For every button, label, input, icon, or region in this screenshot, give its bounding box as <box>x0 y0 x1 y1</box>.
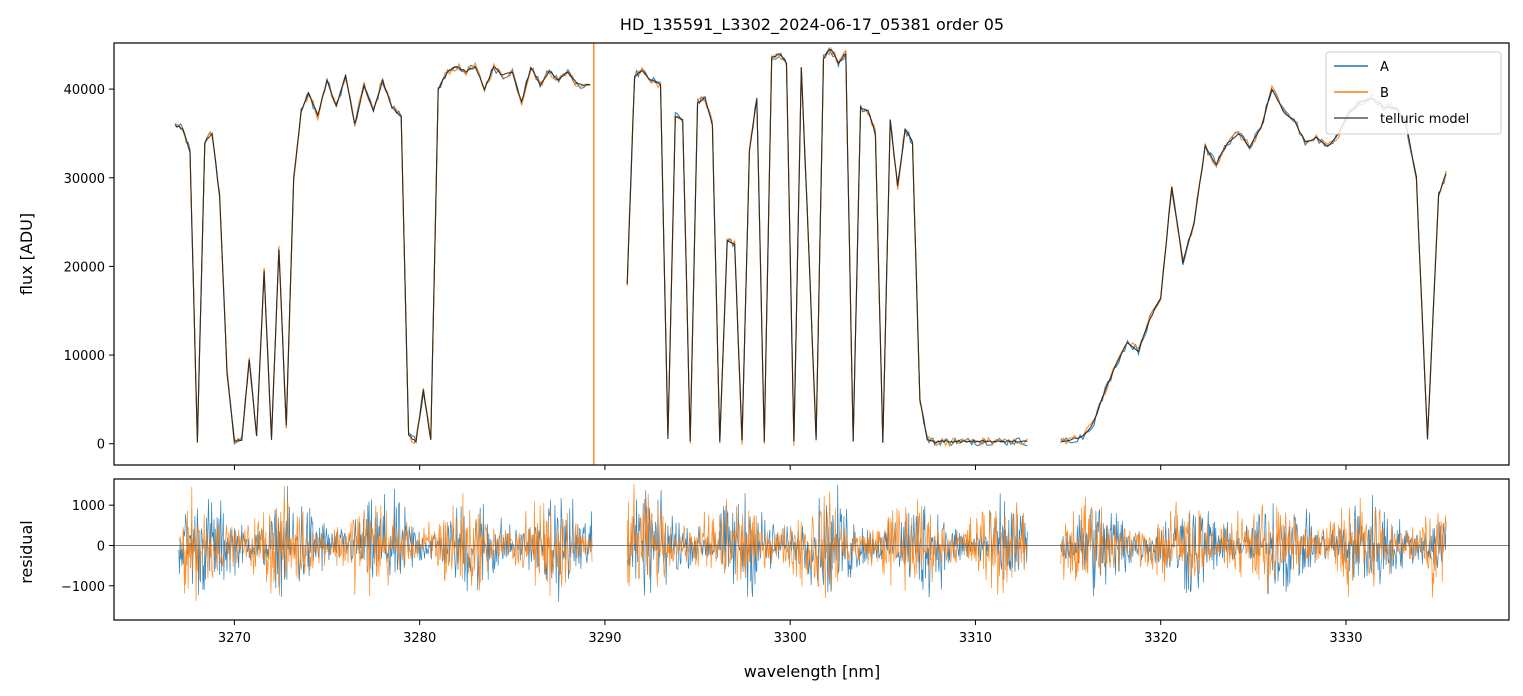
telluric-model-line <box>174 65 591 444</box>
residual-b-line <box>1060 496 1447 598</box>
x-tick-label: 3330 <box>1329 631 1362 646</box>
flux-panel: 0 10000 20000 30000 40000 flux [ADU] A B tel… <box>17 42 1510 470</box>
residual-y-axis-label: residual <box>17 520 36 583</box>
flux-y-axis-label: flux [ADU] <box>17 213 36 295</box>
residual-y-tick-label: 1000 <box>72 499 105 514</box>
x-tick-label: 3300 <box>774 631 807 646</box>
legend-label-telluric: telluric model <box>1380 112 1469 127</box>
telluric-model-line <box>626 49 1028 444</box>
series-a-line <box>626 47 1028 447</box>
series-a-line <box>1060 90 1447 444</box>
series-a-line <box>174 64 591 445</box>
x-tick-label: 3320 <box>1144 631 1177 646</box>
residual-b-line <box>178 485 593 601</box>
residual-axes-frame <box>113 478 1510 621</box>
flux-axes-frame <box>113 42 1510 466</box>
series-b-line <box>174 61 591 445</box>
chart-title: HD_135591_L3302_2024-06-17_05381 order 0… <box>620 15 1004 35</box>
x-tick-label: 3290 <box>588 631 621 646</box>
residual-b-line <box>626 484 1028 599</box>
legend-label-a: A <box>1380 60 1389 75</box>
flux-y-tick-label: 40000 <box>64 83 105 98</box>
flux-y-tick-label: 10000 <box>64 349 105 364</box>
legend-label-b: B <box>1380 86 1389 101</box>
flux-y-tick-label: 30000 <box>64 172 105 187</box>
x-tick-label: 3270 <box>218 631 251 646</box>
flux-y-tick-label: 20000 <box>64 260 105 275</box>
residual-y-tick-label: −1000 <box>61 580 105 595</box>
x-axis-label: wavelength [nm] <box>744 662 881 681</box>
x-tick-label: 3310 <box>959 631 992 646</box>
residual-y-tick-label: 0 <box>97 539 105 554</box>
series-b-line <box>626 46 1028 448</box>
legend: A B telluric model <box>1325 51 1502 135</box>
flux-y-tick-label: 0 <box>97 438 105 453</box>
x-tick-label: 3280 <box>403 631 436 646</box>
